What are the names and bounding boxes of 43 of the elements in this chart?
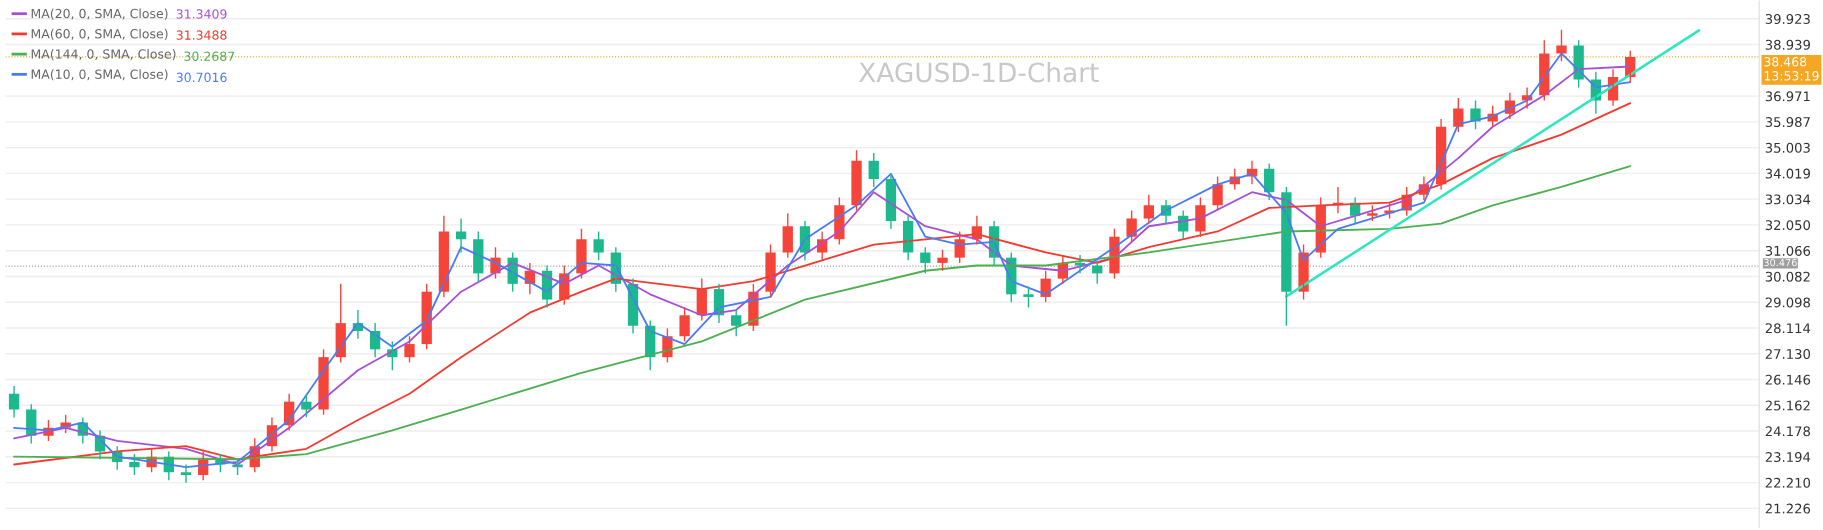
ref-line-label: 30.476 bbox=[1764, 258, 1797, 267]
y-tick-label: 27.130 bbox=[1765, 348, 1811, 359]
y-tick-label: 24.178 bbox=[1765, 426, 1811, 437]
y-tick-label: 21.226 bbox=[1765, 503, 1811, 514]
y-tick-label: 33.034 bbox=[1765, 194, 1811, 205]
candlestick bbox=[1126, 209, 1137, 243]
y-tick-label: 32.050 bbox=[1765, 220, 1811, 231]
legend-label: MA(144, 0, SMA, Close) bbox=[31, 49, 176, 61]
y-tick-label: 39.923 bbox=[1765, 14, 1810, 24]
line-series bbox=[13, 165, 1632, 461]
y-tick-label: 35.003 bbox=[1765, 142, 1810, 153]
annotation: 30.2687 bbox=[184, 51, 235, 61]
candlestick bbox=[937, 249, 948, 272]
y-tick-label: 25.162 bbox=[1765, 400, 1810, 411]
y-tick-label: 38.939 bbox=[1765, 39, 1810, 50]
legend-label: MA(10, 0, SMA, Close) bbox=[31, 69, 168, 81]
y-tick-label: 22.210 bbox=[1765, 477, 1811, 488]
candlestick bbox=[679, 306, 690, 343]
candlestick bbox=[129, 453, 140, 476]
y-tick-label: 30.082 bbox=[1765, 271, 1810, 282]
y-tick-label: 23.194 bbox=[1765, 452, 1811, 463]
legend-label: MA(20, 0, SMA, Close) bbox=[31, 8, 168, 20]
y-tick-label: 26.146 bbox=[1765, 374, 1811, 385]
candlestick bbox=[1212, 175, 1223, 212]
annotation: 31.3488 bbox=[176, 30, 227, 40]
candlestick bbox=[593, 230, 604, 261]
y-tick-label: 28.114 bbox=[1765, 323, 1811, 334]
candlestick bbox=[404, 335, 415, 364]
y-tick-label: 36.971 bbox=[1765, 91, 1810, 102]
annotation: 31.3409 bbox=[176, 9, 227, 19]
candlestick bbox=[301, 393, 312, 419]
candlestick bbox=[1470, 99, 1481, 131]
text: 13:53:19 bbox=[1764, 71, 1819, 81]
candlestick bbox=[851, 149, 862, 212]
annotation: 30.7016 bbox=[176, 72, 227, 83]
candlestick bbox=[920, 246, 931, 275]
candlestick bbox=[1023, 285, 1034, 309]
y-tick-label: 34.019 bbox=[1765, 168, 1810, 179]
y-tick-label: 35.987 bbox=[1765, 117, 1810, 128]
y-tick-label: 31.066 bbox=[1765, 245, 1811, 256]
ref-line-label: 38.468 bbox=[1764, 57, 1807, 67]
y-tick-label: 29.098 bbox=[1765, 297, 1811, 308]
legend-label: MA(60, 0, SMA, Close) bbox=[31, 28, 168, 40]
